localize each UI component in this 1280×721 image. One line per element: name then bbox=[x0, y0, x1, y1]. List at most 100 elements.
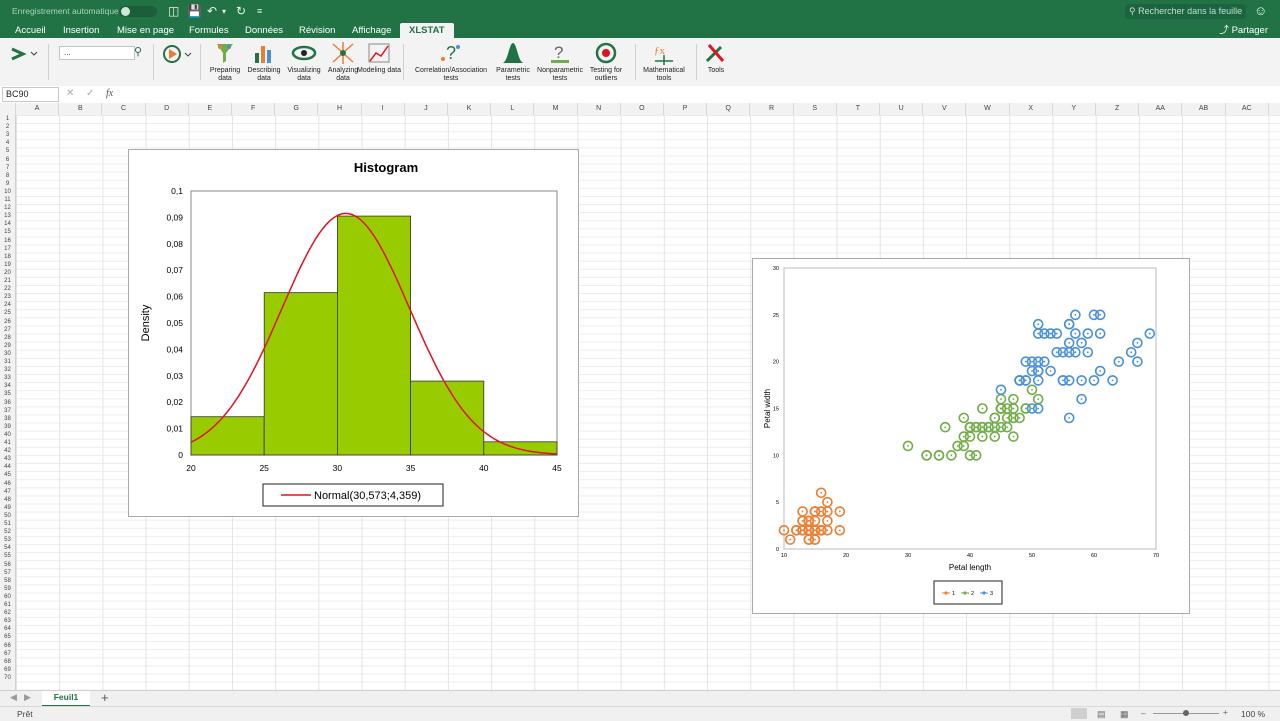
search-sheet-input[interactable]: ⚲ Rechercher dans la feuille bbox=[1125, 4, 1246, 19]
row-header[interactable]: 65 bbox=[4, 634, 11, 641]
row-header[interactable]: 7 bbox=[5, 164, 10, 171]
page-break-view-icon[interactable]: ▦ bbox=[1120, 709, 1129, 719]
page-layout-view-icon[interactable]: ▤ bbox=[1097, 709, 1106, 719]
row-header[interactable]: 55 bbox=[4, 553, 11, 560]
column-header[interactable]: V bbox=[923, 103, 967, 115]
column-header[interactable]: AC bbox=[1226, 103, 1269, 115]
cancel-icon[interactable]: ✕ bbox=[66, 88, 75, 99]
column-header[interactable]: P bbox=[664, 103, 708, 115]
column-header[interactable]: O bbox=[621, 103, 664, 115]
row-header[interactable]: 45 bbox=[4, 472, 11, 479]
zoom-slider-thumb[interactable] bbox=[1183, 710, 1189, 716]
row-header[interactable]: 19 bbox=[4, 261, 11, 268]
row-header[interactable]: 13 bbox=[4, 213, 11, 220]
row-header[interactable]: 33 bbox=[4, 375, 11, 382]
row-header[interactable]: 16 bbox=[4, 237, 11, 244]
row-header[interactable]: 5 bbox=[5, 148, 10, 155]
describing-data-button[interactable]: Describing data bbox=[242, 41, 286, 82]
row-header[interactable]: 34 bbox=[4, 383, 11, 390]
row-header[interactable]: 69 bbox=[4, 666, 11, 673]
column-header[interactable]: A bbox=[16, 103, 60, 115]
analyzing-data-button[interactable]: Analyzing data bbox=[321, 41, 365, 82]
confirm-icon[interactable]: ✓ bbox=[86, 88, 95, 99]
row-header[interactable]: 24 bbox=[4, 302, 11, 309]
row-header[interactable]: 63 bbox=[4, 618, 11, 625]
column-header[interactable]: Z bbox=[1096, 103, 1140, 115]
row-header[interactable]: 59 bbox=[4, 585, 11, 592]
preparing-data-button[interactable]: Preparing data bbox=[203, 41, 247, 82]
scatter-chart[interactable]: 0 5 10 15 20 25 30 10 20 30 40 50 60 70 Petal length Pe… bbox=[752, 258, 1190, 614]
row-header[interactable]: 6 bbox=[5, 156, 10, 163]
correlation-tests-button[interactable]: ? Correlation/Association tests bbox=[408, 41, 494, 82]
zoom-slider[interactable] bbox=[1153, 710, 1219, 716]
tab-insertion[interactable]: Insertion bbox=[63, 25, 100, 36]
row-header[interactable]: 26 bbox=[4, 318, 11, 325]
row-header[interactable]: 61 bbox=[4, 602, 11, 608]
row-header[interactable]: 15 bbox=[4, 229, 11, 236]
row-header[interactable]: 1 bbox=[5, 116, 10, 122]
row-header[interactable]: 36 bbox=[4, 399, 11, 406]
play-icon[interactable] bbox=[162, 44, 192, 64]
column-header[interactable]: X bbox=[1010, 103, 1053, 115]
row-header[interactable]: 10 bbox=[4, 188, 11, 195]
autosave-toggle[interactable] bbox=[119, 6, 157, 17]
row-header[interactable]: 22 bbox=[4, 286, 11, 293]
row-header[interactable]: 42 bbox=[4, 448, 11, 455]
undo-icon[interactable]: ↶ bbox=[207, 4, 218, 18]
xlstat-search-input[interactable]: ... bbox=[59, 46, 135, 60]
column-header[interactable]: R bbox=[750, 103, 794, 115]
row-header[interactable]: 46 bbox=[4, 480, 11, 487]
row-header[interactable]: 3 bbox=[5, 132, 10, 139]
customize-toolbar-icon[interactable]: ≡ bbox=[257, 6, 263, 16]
row-header[interactable]: 9 bbox=[5, 180, 10, 187]
share-button[interactable]: ⤴ Partager bbox=[1219, 25, 1268, 36]
row-header[interactable]: 20 bbox=[4, 269, 11, 276]
row-header[interactable]: 2 bbox=[5, 124, 10, 131]
row-header[interactable]: 62 bbox=[4, 610, 11, 617]
row-header[interactable]: 48 bbox=[4, 496, 11, 503]
sidebar-toggle-icon[interactable]: ◫ bbox=[168, 4, 180, 18]
row-header[interactable]: 68 bbox=[4, 658, 11, 665]
tab-revision[interactable]: Révision bbox=[299, 25, 336, 36]
zoom-out-icon[interactable]: – bbox=[1141, 708, 1146, 718]
row-header[interactable]: 8 bbox=[5, 172, 10, 179]
row-header[interactable]: 57 bbox=[4, 569, 11, 576]
row-header[interactable]: 29 bbox=[4, 342, 11, 349]
undo-dropdown-icon[interactable]: ▾ bbox=[222, 7, 227, 16]
magnifier-icon[interactable]: ⚲ bbox=[134, 46, 143, 58]
xlstat-run-icon[interactable] bbox=[9, 46, 39, 62]
column-header[interactable]: M bbox=[534, 103, 578, 115]
row-header[interactable]: 28 bbox=[4, 334, 11, 341]
row-header[interactable]: 67 bbox=[4, 650, 11, 657]
visualizing-data-button[interactable]: Visualizing data bbox=[282, 41, 326, 82]
row-header[interactable]: 56 bbox=[4, 561, 11, 568]
redo-icon[interactable]: ↻ bbox=[236, 4, 247, 18]
column-header[interactable]: Q bbox=[707, 103, 751, 115]
row-header[interactable]: 4 bbox=[5, 140, 10, 147]
tab-affichage[interactable]: Affichage bbox=[352, 25, 392, 36]
column-header[interactable]: U bbox=[880, 103, 924, 115]
save-icon[interactable]: 💾 bbox=[187, 4, 202, 18]
mathematical-tools-button[interactable]: ƒx Mathematical tools bbox=[640, 41, 688, 82]
row-header[interactable]: 60 bbox=[4, 593, 11, 600]
row-header[interactable]: 30 bbox=[4, 350, 11, 357]
column-header[interactable]: I bbox=[362, 103, 405, 115]
column-header[interactable]: C bbox=[102, 103, 146, 115]
sheet-tab-feuil1[interactable]: Feuil1 bbox=[42, 691, 90, 707]
row-header[interactable]: 54 bbox=[4, 545, 11, 552]
column-header[interactable]: D bbox=[146, 103, 189, 115]
row-header[interactable]: 40 bbox=[4, 431, 11, 438]
column-header[interactable]: B bbox=[59, 103, 103, 115]
smiley-feedback-icon[interactable]: ☺ bbox=[1254, 3, 1268, 18]
modeling-data-button[interactable]: Modeling data bbox=[357, 41, 401, 75]
column-header[interactable]: F bbox=[232, 103, 276, 115]
row-header[interactable]: 14 bbox=[4, 221, 11, 228]
add-sheet-icon[interactable]: + bbox=[101, 690, 109, 705]
nonparametric-tests-button[interactable]: ? Nonparametric tests bbox=[533, 41, 587, 82]
row-header[interactable]: 32 bbox=[4, 367, 11, 374]
column-header[interactable]: L bbox=[491, 103, 535, 115]
row-header[interactable]: 25 bbox=[4, 310, 11, 317]
row-header[interactable]: 41 bbox=[4, 440, 11, 446]
row-header[interactable]: 23 bbox=[4, 294, 11, 301]
row-header[interactable]: 64 bbox=[4, 626, 11, 633]
